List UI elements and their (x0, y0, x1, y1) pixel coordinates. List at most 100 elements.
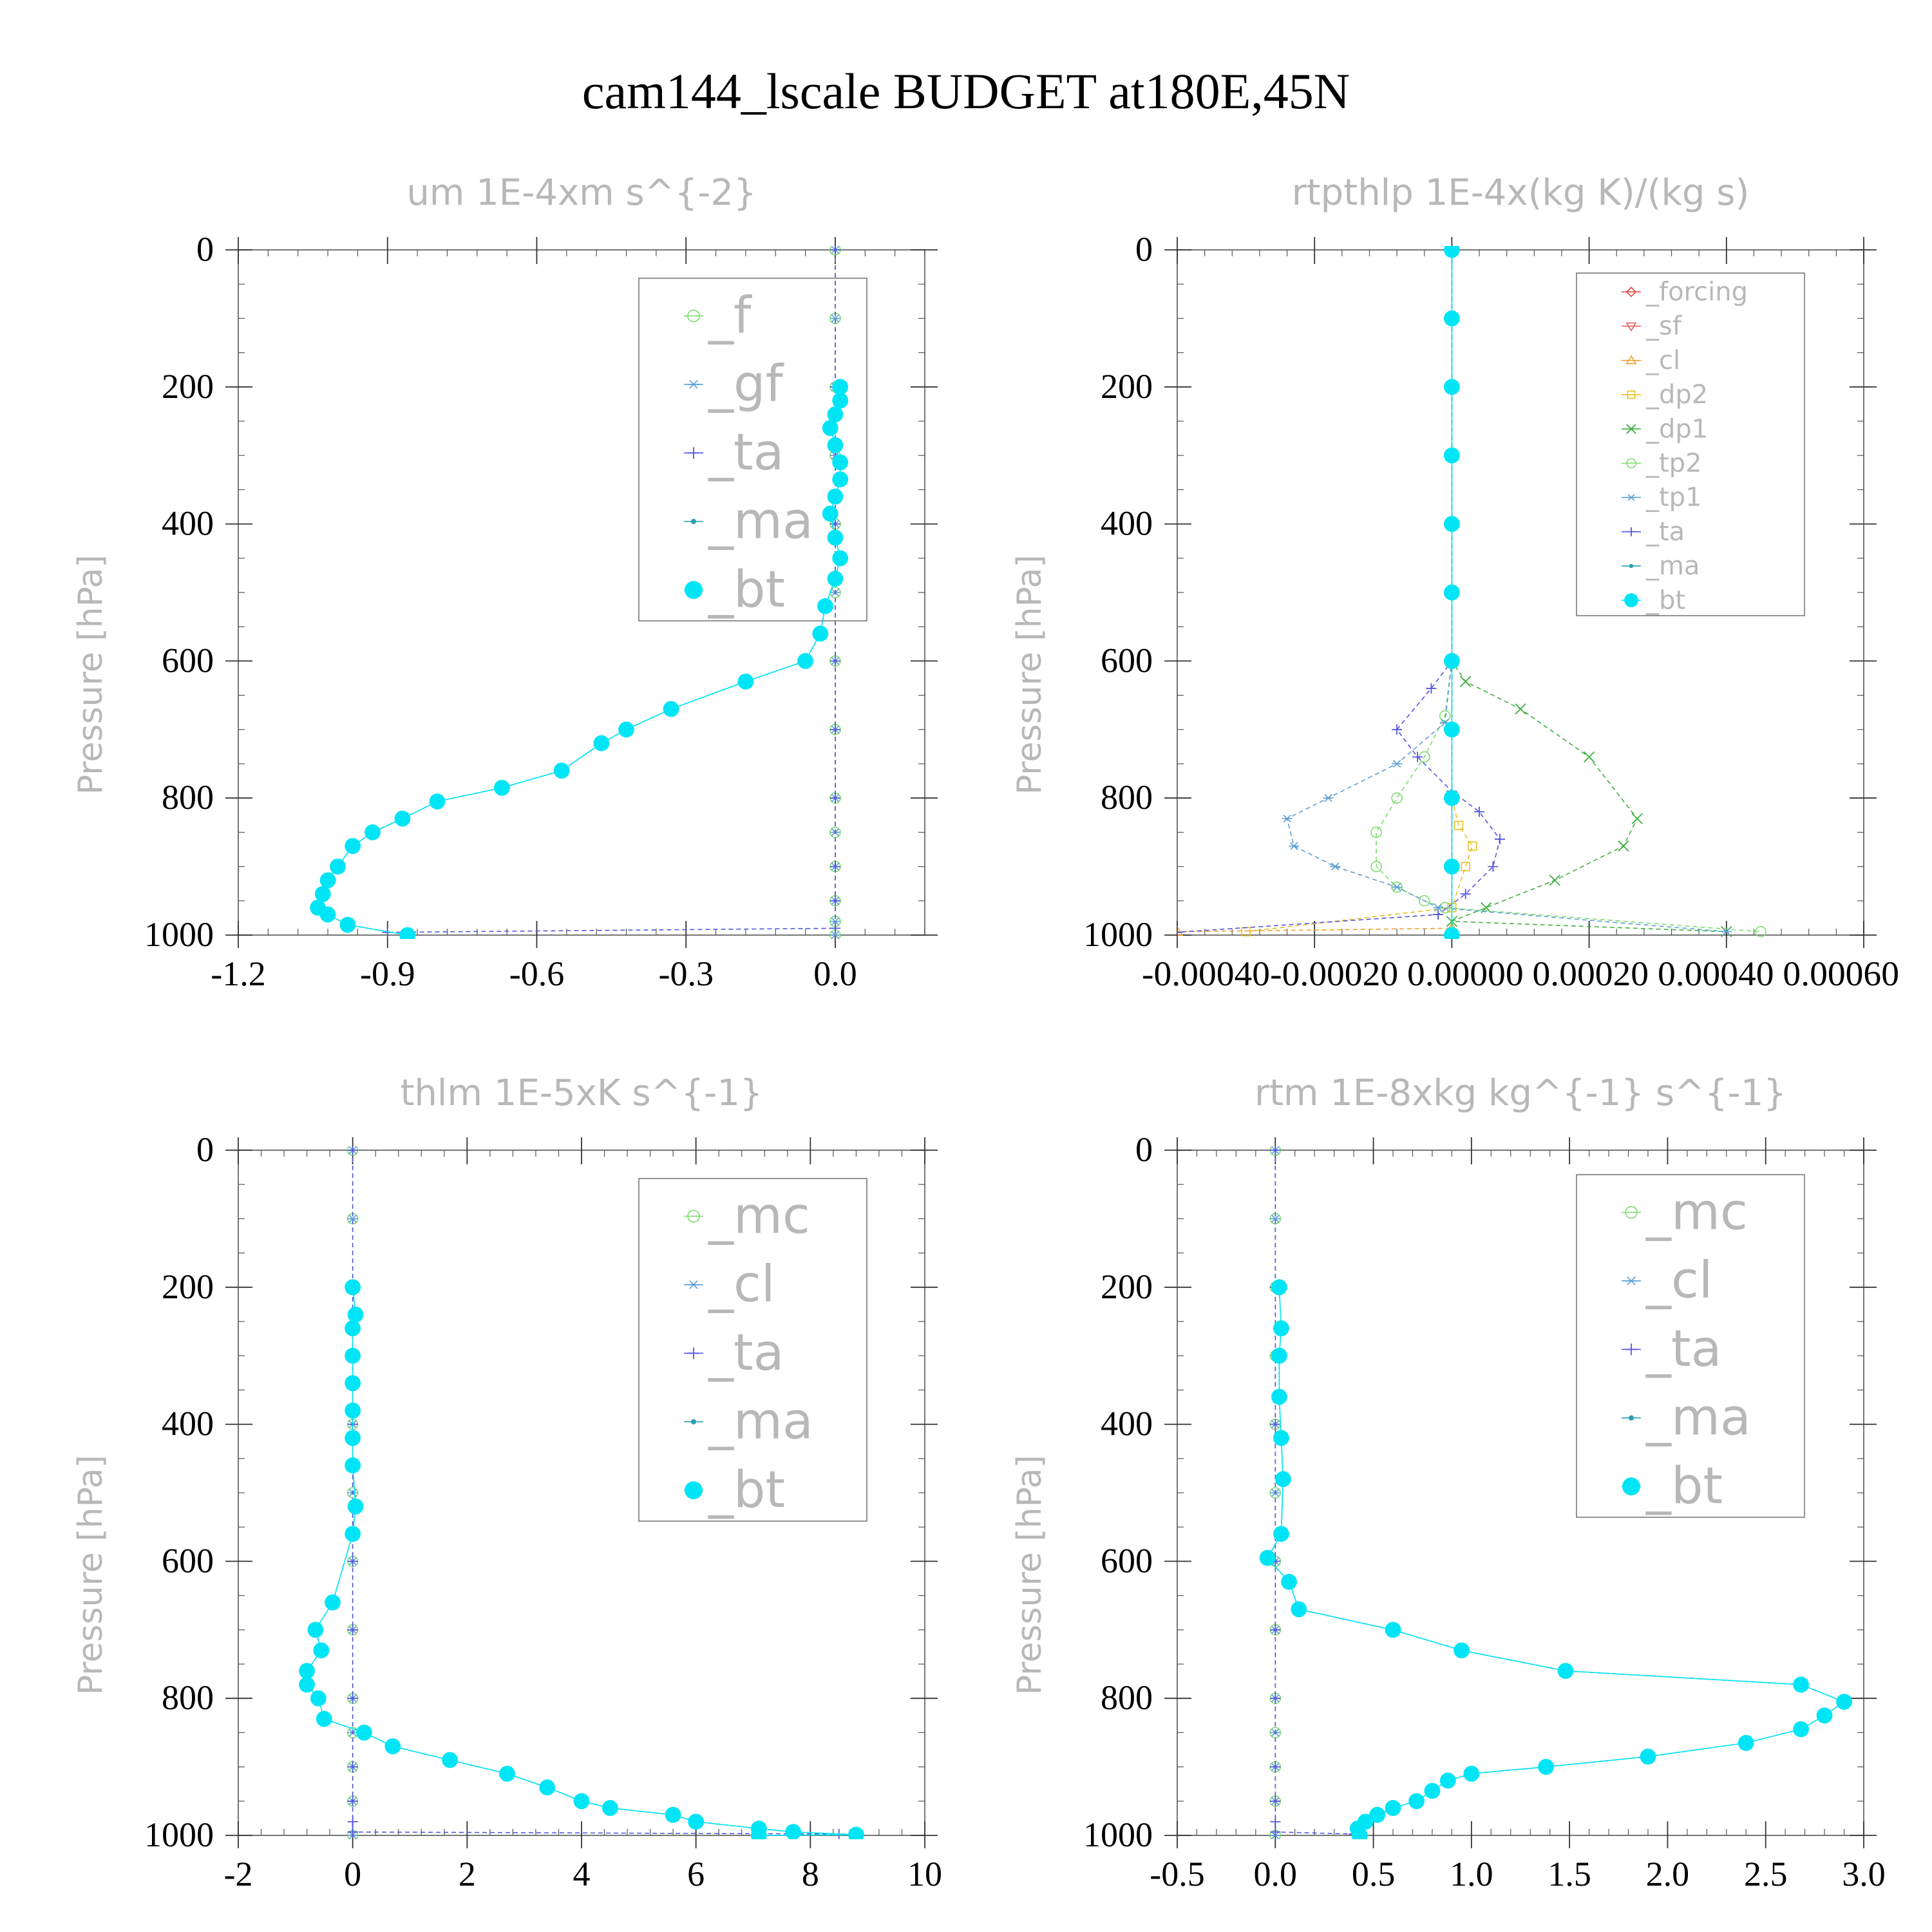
data-point_bt (1444, 310, 1460, 327)
panel-title: rtm 1E-8xkg kg^{-1} s^{-1} (1255, 1072, 1786, 1114)
series-line_dp2 (1245, 250, 1473, 933)
data-point_bt (817, 598, 833, 614)
data-point_bt (347, 1498, 364, 1515)
data-point_tp1 (1289, 842, 1300, 850)
y-tick-label: 400 (1101, 504, 1153, 543)
data-point_bt (314, 886, 331, 902)
legend-label: _tp2 (1645, 448, 1702, 478)
data-point_cl (347, 1215, 358, 1223)
data-point_bt (832, 550, 849, 567)
legend-label: _cl (1645, 1252, 1713, 1310)
data-point_ta (347, 1693, 358, 1704)
data-point_ta (1495, 834, 1506, 845)
data-point_bt (1271, 1347, 1287, 1364)
legend-label: _forcing (1645, 277, 1748, 307)
data-point_bt (345, 1375, 361, 1392)
y-tick-label: 800 (162, 1678, 214, 1717)
data-point_tp2 (1418, 895, 1430, 907)
data-point_bt (1273, 1430, 1289, 1446)
data-point_ta (1426, 683, 1437, 694)
legend-swatch-marker (688, 447, 699, 459)
data-point_bt (345, 1347, 361, 1364)
data-point_bt (399, 927, 416, 939)
panel-title: rtpthlp 1E-4x(kg K)/(kg s) (1292, 172, 1750, 214)
data-point_bt (832, 379, 849, 395)
x-tick-label: -0.5 (1150, 1855, 1204, 1893)
data-point_dp2 (1461, 862, 1470, 871)
series-line_ma (1267, 1287, 1846, 1836)
data-point_bt (1816, 1707, 1833, 1724)
data-point_bt (827, 529, 844, 546)
data-point_gf (829, 314, 840, 323)
legend-label: _ta (708, 424, 784, 482)
legend-swatch-marker (1626, 458, 1636, 469)
legend-swatch-marker (1627, 390, 1636, 399)
data-point_ta (829, 656, 840, 667)
legend-label: _bt (1645, 585, 1685, 615)
y-tick-label: 800 (1101, 1678, 1153, 1717)
x-tick-label: -0.3 (658, 954, 713, 993)
data-point_bt (330, 858, 346, 875)
data-point_bt (1793, 1676, 1809, 1693)
data-point_dp2 (1468, 841, 1477, 851)
y-axis-label: Pressure [hPa] (1010, 554, 1049, 795)
y-tick-label: 400 (162, 1405, 214, 1443)
data-point_bt (299, 1663, 315, 1680)
x-tick-label: 2.5 (1744, 1855, 1788, 1893)
legend-label: _cl (1645, 346, 1680, 375)
y-axis-label: Pressure [hPa] (71, 1455, 110, 1695)
data-point_bt (822, 420, 838, 437)
legend-box (1576, 1174, 1805, 1518)
y-tick-label: 200 (162, 367, 214, 406)
y-tick-label: 400 (1101, 1405, 1153, 1443)
data-point_bt (1538, 1759, 1554, 1776)
data-point_bt (384, 1738, 401, 1755)
data-point_bt (593, 735, 610, 752)
legend-label: _gf (708, 355, 784, 413)
legend-label: _tp1 (1645, 483, 1702, 513)
y-tick-label: 0 (1135, 1130, 1153, 1169)
data-point_bt (1444, 447, 1460, 464)
data-point_ta (1433, 909, 1444, 920)
legend-box (1576, 272, 1805, 616)
legend-swatch-marker (685, 1481, 703, 1500)
data-point_ta (1270, 1795, 1281, 1806)
data-point_bt (1444, 790, 1460, 806)
data-point_cl (1177, 925, 1184, 936)
legend-label: _ta (1645, 1320, 1721, 1378)
data-point_bt (345, 838, 361, 855)
data-point_bt (1369, 1806, 1386, 1823)
data-point_bt (345, 1402, 361, 1419)
x-tick-label: -2 (224, 1855, 253, 1893)
data-point_bt (1271, 1279, 1287, 1296)
data-point_bt (319, 906, 336, 923)
legend-swatch-marker (685, 581, 703, 600)
y-tick-label: 0 (1135, 230, 1153, 269)
chart-panel-3: 0 200 400 600 800 1000 -2 0 2 4 6 8 10 thlm 1E-5xK s^… (71, 1072, 942, 1893)
data-point_bt (1444, 927, 1460, 939)
data-point_dp2 (1454, 820, 1464, 830)
data-point_ta (347, 1146, 358, 1155)
data-point_bt (325, 1594, 341, 1611)
data-point_bt (310, 1690, 327, 1707)
data-point_ta (347, 1795, 358, 1806)
y-axis-label: Pressure [hPa] (71, 554, 110, 795)
plot-frame (1177, 249, 1864, 936)
data-point_tp1 (1323, 794, 1334, 802)
data-point_bt (812, 625, 829, 642)
data-point_bt (345, 1320, 361, 1337)
data-point_dp1 (1618, 840, 1629, 852)
y-tick-label: 1000 (144, 915, 214, 954)
data-point_bt (827, 488, 844, 505)
series-layer (299, 1146, 864, 1839)
data-point_tp1 (1433, 904, 1444, 912)
legend-swatch-marker (1625, 1276, 1637, 1285)
y-tick-label: 400 (162, 504, 214, 543)
data-point_ta (1270, 1624, 1281, 1635)
data-point_bt (785, 1824, 802, 1839)
data-point_bt (394, 810, 411, 827)
legend-swatch-marker (1625, 322, 1637, 332)
panel-title: thlm 1E-5xK s^{-1} (400, 1072, 762, 1114)
legend-swatch-marker (690, 518, 697, 524)
data-point_tp1 (1330, 862, 1341, 871)
